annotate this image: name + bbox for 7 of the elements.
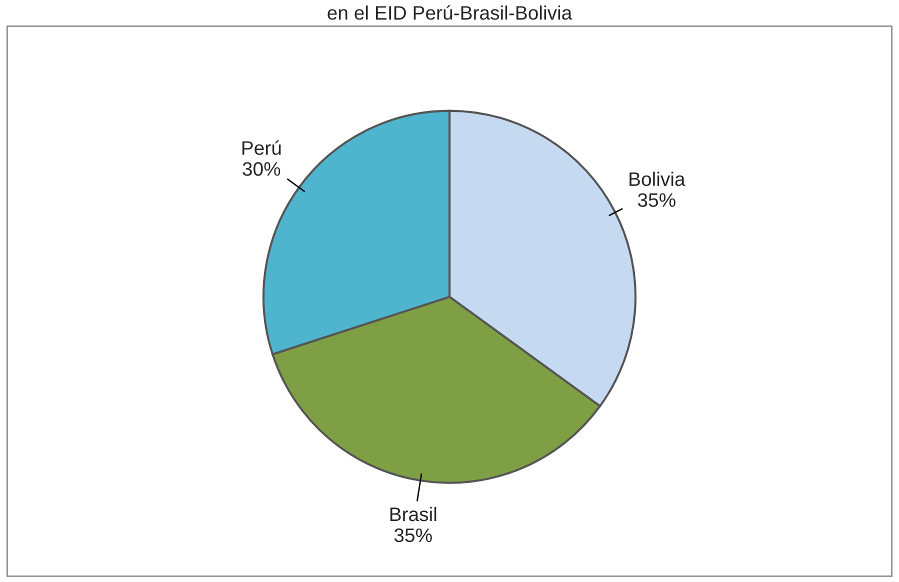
slice-label: Brasil (390, 506, 436, 522)
data-label: 35% (638, 193, 676, 207)
data-label: 30% (242, 162, 280, 176)
chart-title: en el EID Perú-Brasil-Bolivia (328, 5, 572, 20)
slice-label: Bolivia (630, 172, 686, 186)
data-label: 35% (394, 528, 432, 542)
slice-label: Perú (242, 140, 281, 155)
